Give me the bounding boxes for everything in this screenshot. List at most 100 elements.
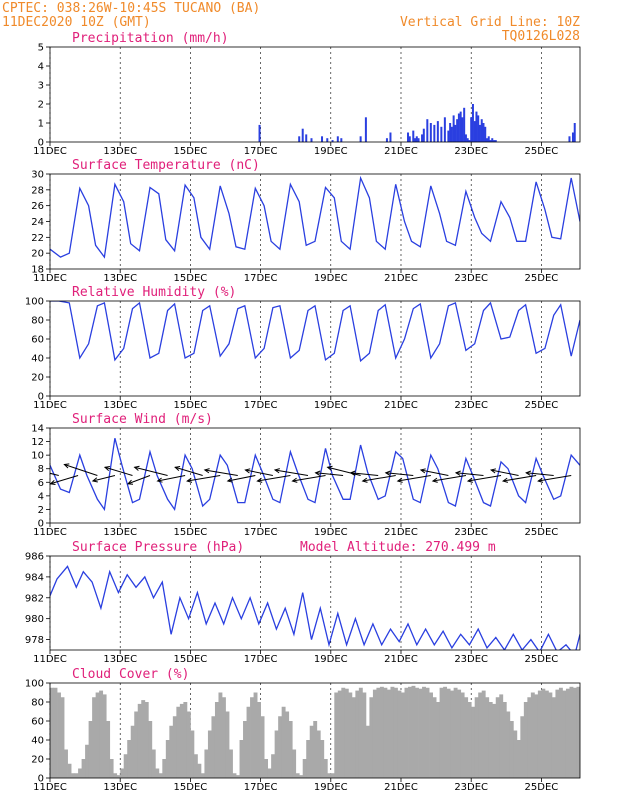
cloud-bar [327, 773, 332, 778]
cloud-bar [113, 773, 118, 778]
x-tick-label: 17DEC [244, 782, 278, 793]
series-pressure [50, 565, 580, 650]
cloud-bar [169, 725, 174, 778]
x-tick-label: 19DEC [314, 654, 348, 665]
x-tick-label: 11DEC [33, 146, 67, 157]
cloud-bar [302, 759, 307, 778]
x-tick-label: 15DEC [174, 782, 208, 793]
cloud-bar [95, 692, 100, 778]
cloud-bar [499, 694, 504, 778]
panel-title: Precipitation (mm/h) [72, 31, 229, 46]
cloud-bar [271, 754, 276, 778]
cloud-bar [144, 702, 149, 778]
cloud-bar [429, 692, 433, 778]
cloud-bar [334, 692, 339, 778]
y-tick-label: 986 [25, 552, 44, 563]
cloud-bar [193, 754, 198, 778]
cloud-bar [285, 711, 290, 778]
x-tick-label: 13DEC [103, 146, 137, 157]
cloud-bar [453, 687, 458, 778]
wind-arrowhead [156, 477, 163, 483]
cloud-bar [243, 721, 247, 778]
wind-vector [245, 469, 273, 476]
cloud-bar [179, 703, 184, 778]
panel-wind: 0 2 4 6 8 10 12 14 11DEC 13DEC 15DEC 17DEC 19DEC 21DE… [31, 412, 581, 538]
y-tick-label: 980 [25, 614, 44, 625]
wind-vector [92, 475, 116, 482]
bar [482, 123, 485, 142]
cloud-bar [236, 775, 240, 778]
bar [471, 104, 474, 142]
cloud-bar [64, 749, 68, 778]
cloud-bar [520, 716, 525, 778]
wind-arrowhead [466, 477, 473, 483]
wind-vector [538, 475, 572, 482]
x-tick-label: 21DEC [384, 527, 418, 538]
series-line [50, 438, 580, 512]
wind-vector [420, 469, 449, 476]
cloud-bar [309, 725, 314, 778]
cloud-bar [295, 773, 300, 778]
bar [258, 124, 261, 142]
cloud-bar [351, 697, 356, 778]
x-tick-label: 17DEC [244, 273, 278, 284]
cloud-bar [527, 697, 532, 778]
bar [412, 130, 415, 142]
y-tick-label: 5 [38, 43, 44, 54]
wind-arrowhead [314, 470, 321, 476]
x-tick-label: 21DEC [384, 782, 418, 793]
cloud-bar [320, 740, 325, 778]
bar [568, 136, 571, 142]
bar [421, 134, 424, 142]
wind-arrowhead [454, 470, 461, 476]
wind-vector [350, 472, 379, 476]
header-location: CPTEC: 038:26W-10:45S TUCANO (BA) [2, 1, 260, 16]
wind-vector [274, 469, 309, 476]
x-tick-label: 25DEC [525, 273, 559, 284]
cloud-bar [172, 716, 177, 778]
cloud-bar [306, 740, 311, 778]
y-tick-label: 2 [38, 100, 44, 111]
x-tick-label: 19DEC [314, 273, 348, 284]
wind-arrowhead [396, 477, 403, 483]
y-tick-label: 20 [31, 373, 44, 384]
x-tick-label: 17DEC [244, 400, 278, 411]
bar [452, 115, 455, 142]
cloud-bar [450, 690, 455, 778]
bar [440, 126, 443, 142]
bar [408, 136, 411, 142]
cloud-bar [81, 759, 86, 778]
cloud-bar [57, 692, 61, 778]
cloud-bar [513, 730, 518, 778]
cloud-bar [278, 716, 283, 778]
cloud-bar [137, 703, 142, 778]
wind-vector [257, 475, 291, 482]
cloud-bar [365, 725, 370, 778]
bar [457, 113, 460, 142]
cloud-bar [299, 775, 304, 778]
cloud-bar [530, 692, 535, 778]
cloud-bar [229, 749, 233, 778]
wind-arrowhead [384, 470, 391, 476]
wind-arrowhead [103, 466, 110, 471]
y-tick-label: 4 [38, 62, 44, 73]
cloud-bar [120, 768, 125, 778]
bar [477, 115, 480, 142]
wind-vector [397, 475, 431, 482]
x-tick-label: 21DEC [384, 654, 418, 665]
cloud-bar [569, 686, 574, 778]
cloud-bar [393, 687, 398, 778]
cloud-bar [355, 690, 360, 778]
cloud-bar [467, 702, 472, 778]
bar [429, 123, 432, 142]
wind-vector [134, 466, 168, 476]
cloud-bar [158, 773, 163, 778]
wind-arrowhead [361, 477, 368, 483]
bar [463, 107, 466, 142]
panel-annotation: Model Altitude: 270.499 m [300, 540, 496, 555]
bar [389, 132, 392, 142]
panel-title: Surface Wind (m/s) [72, 412, 213, 427]
cloud-bar [576, 686, 580, 778]
cloud-bar [85, 744, 90, 778]
cloud-bar [460, 692, 465, 778]
